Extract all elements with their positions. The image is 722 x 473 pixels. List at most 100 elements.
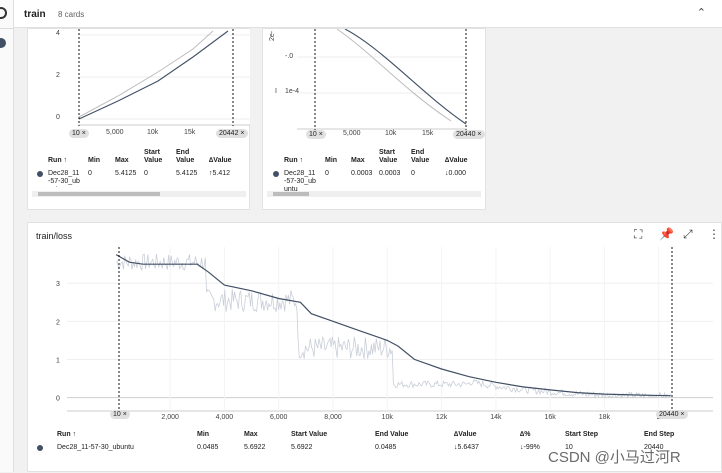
col-end-value[interactable]: End Value (375, 431, 409, 438)
x-tick: 5,000 (106, 129, 124, 136)
end-step-badge[interactable]: 20440 × (453, 130, 485, 139)
col-max[interactable]: Max (115, 157, 129, 164)
y-tick: -.0 (285, 53, 294, 60)
col-start-value[interactable]: Start Value (379, 149, 398, 164)
smoothed-loss-line (115, 254, 671, 397)
loss-chart-card: train/loss ⛶ 📌 ⤢ ⋮ 3 2 1 0 2,000 4,000 6,000 8,… (27, 222, 722, 472)
col-min[interactable]: Min (88, 157, 101, 164)
y-tick-label: 1 (56, 357, 60, 364)
col-delta-value[interactable]: ∆Value (454, 431, 477, 438)
expand-icon[interactable]: ⤢ (683, 227, 693, 241)
col-max[interactable]: Max (244, 431, 258, 438)
series-line-raw (78, 30, 214, 118)
col-run[interactable]: Run ↑ (284, 157, 304, 164)
y-tick: 4 (56, 30, 60, 37)
circle-icon[interactable] (0, 38, 6, 48)
rail-divider (0, 28, 14, 29)
run-color-dot (37, 445, 43, 451)
run-table: Run ↑ Min Max Start Value End Value ∆Val… (28, 147, 251, 207)
col-start-value[interactable]: Start Value (144, 149, 163, 164)
y-tick: 0 (56, 114, 60, 121)
y-tick: 2 (56, 72, 60, 79)
col-run[interactable]: Run ↑ (48, 157, 68, 164)
cell-start: 5.6922 (291, 444, 313, 451)
y-tick-label: 0 (56, 396, 60, 403)
fit-icon[interactable]: ⛶ (634, 227, 643, 241)
col-delta-pct[interactable]: ∆% (520, 431, 531, 438)
x-tick: 15k (422, 130, 434, 137)
col-end-step[interactable]: End Step (644, 431, 675, 438)
x-tick: 5,000 (343, 130, 361, 137)
x-tick-label: 2,000 (161, 414, 179, 421)
card-title: train/loss (36, 231, 73, 241)
cell-max: 5.4125 (115, 170, 137, 177)
refresh-icon[interactable] (0, 7, 7, 19)
run-name: Dec28_11-57-30_ubuntu (57, 444, 134, 451)
end-step-badge[interactable]: 20442 × (216, 129, 248, 138)
group-card-count: 8 cards (58, 10, 85, 19)
cell-min: 0.0485 (197, 444, 219, 451)
col-max[interactable]: Max (351, 157, 365, 164)
series-line (78, 30, 229, 120)
cell-delta-pct: ↓-99% (520, 444, 540, 451)
x-tick-label: 10k (382, 414, 394, 421)
table-scrollbar[interactable] (32, 191, 246, 197)
x-tick-label: 4,000 (216, 414, 234, 421)
mini-chart-2 (297, 29, 467, 130)
x-tick: 10k (147, 129, 159, 136)
y-tick-label: 3 (56, 281, 60, 288)
chart-card-2: 2e- -.0 1e-4 I 5,000 10k 15k 10 × 20440 … (262, 28, 486, 210)
cell-start-step: 10 (565, 444, 573, 451)
cell-start: 0 (144, 170, 148, 177)
raw-loss-line (115, 253, 672, 400)
table-scrollbar[interactable] (267, 191, 481, 197)
start-step-badge[interactable]: 10 × (110, 410, 130, 419)
run-name: Dec28_11-57-30_ubuntu (284, 170, 316, 193)
end-step-badge[interactable]: 20440 × (656, 410, 688, 419)
col-min[interactable]: Min (325, 157, 338, 164)
cell-max: 5.6922 (244, 444, 266, 451)
run-color-dot (273, 171, 279, 177)
series-line-raw (336, 29, 452, 122)
series-line (344, 29, 467, 125)
scrollbar-thumb[interactable] (38, 192, 160, 196)
run-color-dot (37, 171, 43, 177)
run-table: Run ↑ Min Max Start Value End Value ∆Val… (263, 147, 487, 207)
col-start-value[interactable]: Start Value (291, 431, 328, 438)
y-tick-mark: I (275, 88, 277, 95)
cell-max: 0.0003 (351, 170, 373, 177)
cell-min: 0 (325, 170, 329, 177)
x-tick: 10k (385, 130, 397, 137)
start-step-badge[interactable]: 10 × (69, 129, 89, 138)
x-tick-label: 18k (599, 414, 611, 421)
chart-card-1: 4 2 0 5,000 10k 15k 10 × 20442 × Run ↑ M… (27, 28, 250, 210)
col-delta-value[interactable]: ∆Value (445, 157, 468, 164)
left-rail (0, 0, 14, 472)
cell-end: 0 (411, 170, 415, 177)
x-tick-label: 12k (436, 414, 448, 421)
y-tick-label: 2 (56, 319, 60, 326)
cell-start: 0.0003 (379, 170, 401, 177)
more-icon[interactable]: ⋮ (708, 227, 720, 241)
col-end-value[interactable]: End Value (176, 149, 195, 164)
cell-delta: ↑5.412 (209, 170, 231, 177)
col-run[interactable]: Run ↑ (57, 431, 77, 438)
group-header[interactable]: train 8 cards ⌃ (14, 0, 722, 28)
x-tick-label: 16k (544, 414, 556, 421)
cell-end: 0.0485 (375, 444, 397, 451)
cell-delta: ↓5.6437 (454, 444, 479, 451)
run-name: Dec28_11-57-30_ubuntu (48, 170, 80, 187)
col-end-value[interactable]: End Value (411, 149, 430, 164)
cell-end-step: 20440 (644, 444, 664, 451)
watermark: CSDN @小马过河R (548, 449, 681, 466)
col-min[interactable]: Min (197, 431, 210, 438)
start-step-badge[interactable]: 10 × (306, 130, 326, 139)
x-tick: 15k (184, 129, 196, 136)
cell-min: 0 (88, 170, 92, 177)
col-start-step[interactable]: Start Step (565, 431, 599, 438)
chevron-up-icon[interactable]: ⌃ (696, 7, 706, 19)
mini-chart-1 (78, 29, 250, 126)
scrollbar-thumb[interactable] (273, 192, 309, 196)
pin-icon[interactable]: 📌 (659, 227, 674, 241)
col-delta-value[interactable]: ∆Value (209, 157, 232, 164)
